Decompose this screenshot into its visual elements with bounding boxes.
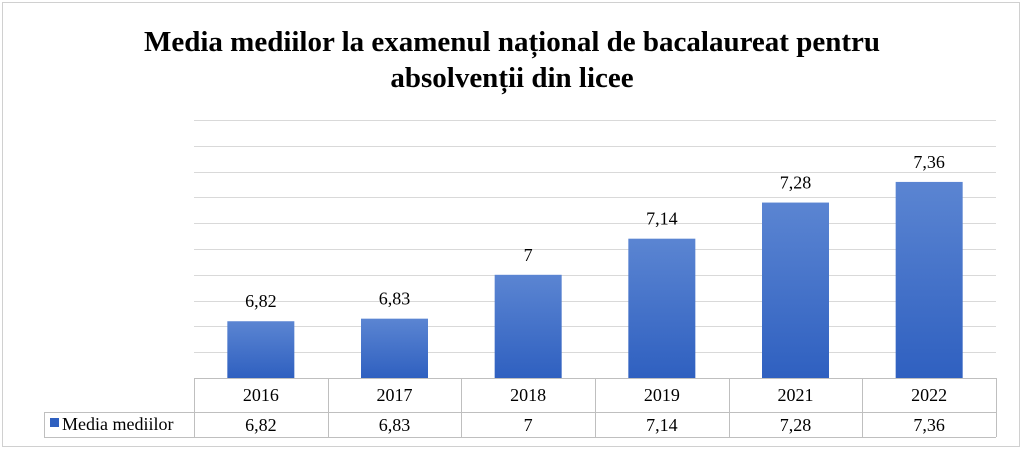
x-tick-label-2019: 2019 bbox=[644, 385, 680, 405]
data-label-2022: 7,36 bbox=[913, 152, 945, 172]
legend-series-name: Media mediilor bbox=[62, 414, 173, 434]
chart-title-line-1: Media mediilor la examenul național de b… bbox=[143, 26, 880, 58]
x-tick-label-2017: 2017 bbox=[377, 385, 413, 405]
table-value-2018: 7 bbox=[524, 415, 533, 435]
x-tick-label-2018: 2018 bbox=[510, 385, 546, 405]
table-value-2021: 7,28 bbox=[780, 415, 812, 435]
bar-2016 bbox=[227, 321, 295, 378]
x-tick-label-2022: 2022 bbox=[911, 385, 947, 405]
gridlines bbox=[194, 120, 996, 353]
chart-title: Media mediilor la examenul național de b… bbox=[0, 24, 1024, 96]
chart-title-line-2: absolvenții din licee bbox=[390, 62, 634, 94]
data-label-2018: 7 bbox=[524, 245, 533, 265]
legend-swatch bbox=[50, 418, 59, 427]
data-table: 2016 6,82 2017 6,83 2018 7 2019 7,14 2021 7,28 202… bbox=[44, 378, 997, 438]
bar-2019 bbox=[628, 238, 696, 378]
bar-2018 bbox=[494, 274, 562, 378]
bar-2021 bbox=[762, 202, 829, 378]
bar-2022 bbox=[895, 181, 963, 378]
data-label-2017: 6,83 bbox=[379, 289, 411, 309]
table-value-2017: 6,83 bbox=[379, 415, 411, 435]
table-value-2016: 6,82 bbox=[245, 415, 277, 435]
data-labels: 6,82 6,83 7 7,14 7,28 7,36 bbox=[245, 152, 945, 311]
data-label-2016: 6,82 bbox=[245, 291, 277, 311]
x-tick-label-2016: 2016 bbox=[243, 385, 279, 405]
bar-series bbox=[227, 181, 963, 378]
bar-2017 bbox=[361, 318, 428, 378]
table-value-2022: 7,36 bbox=[913, 415, 945, 435]
x-tick-label-2021: 2021 bbox=[778, 385, 814, 405]
data-label-2021: 7,28 bbox=[780, 173, 812, 193]
data-label-2019: 7,14 bbox=[646, 209, 678, 229]
table-value-2019: 7,14 bbox=[646, 415, 678, 435]
